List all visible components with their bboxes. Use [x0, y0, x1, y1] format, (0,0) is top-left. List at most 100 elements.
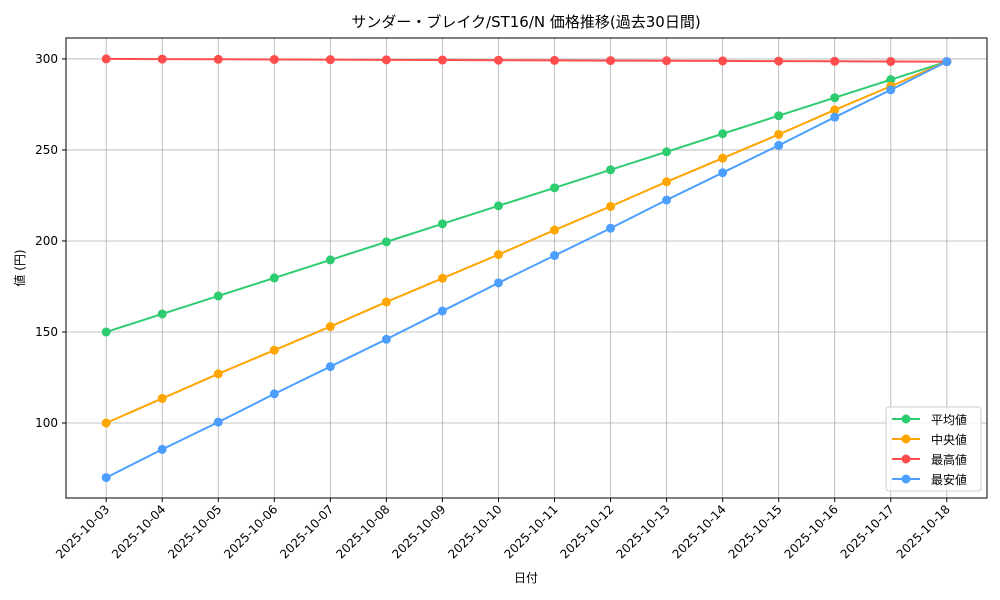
- data-point: [213, 291, 223, 301]
- data-point: [213, 417, 223, 427]
- data-point: [550, 251, 560, 261]
- data-point: [493, 278, 503, 288]
- data-point: [493, 55, 503, 65]
- legend-label: 中央値: [931, 432, 967, 447]
- x-tick-label: 2025-10-18: [894, 502, 953, 561]
- x-tick-label: 2025-10-11: [501, 502, 560, 561]
- legend-label: 平均値: [931, 412, 967, 427]
- x-tick-label: 2025-10-07: [277, 502, 336, 561]
- data-point: [830, 93, 840, 103]
- data-point: [101, 418, 111, 428]
- data-point: [550, 183, 560, 193]
- data-point: [381, 334, 391, 344]
- x-tick-label: 2025-10-05: [165, 502, 224, 561]
- data-point: [718, 129, 728, 139]
- y-tick-label: 200: [35, 234, 58, 248]
- data-point: [325, 322, 335, 332]
- legend-swatch-marker: [901, 414, 911, 424]
- data-point: [269, 54, 279, 64]
- legend-swatch-marker: [901, 454, 911, 464]
- data-point: [381, 297, 391, 307]
- data-point: [830, 56, 840, 66]
- x-axis-label: 日付: [514, 571, 538, 585]
- chart-title: サンダー・ブレイク/ST16/N 価格推移(過去30日間): [351, 13, 700, 31]
- data-point: [550, 225, 560, 235]
- y-tick-label: 250: [35, 143, 58, 157]
- data-point: [213, 369, 223, 379]
- data-point: [606, 201, 616, 211]
- series-line: [106, 57, 947, 63]
- data-point: [830, 105, 840, 115]
- legend-label: 最高値: [931, 452, 967, 467]
- data-point: [325, 362, 335, 372]
- legend-label: 最安値: [931, 472, 967, 487]
- data-point: [101, 327, 111, 337]
- x-tick-label: 2025-10-12: [557, 502, 616, 561]
- series-line: [105, 60, 948, 479]
- data-point: [718, 153, 728, 163]
- data-point: [774, 129, 784, 139]
- data-point: [101, 473, 111, 483]
- data-point: [437, 306, 447, 316]
- data-point: [606, 223, 616, 233]
- series-line: [105, 60, 948, 424]
- legend-swatch-marker: [901, 434, 911, 444]
- data-point: [662, 195, 672, 205]
- data-point: [662, 147, 672, 157]
- x-tick-label: 2025-10-06: [221, 502, 280, 561]
- data-point: [157, 309, 167, 319]
- data-point: [662, 177, 672, 187]
- x-tick-label: 2025-10-04: [109, 502, 168, 561]
- data-point: [437, 219, 447, 229]
- x-tick-label: 2025-10-13: [614, 502, 673, 561]
- data-point: [886, 75, 896, 85]
- data-point: [718, 168, 728, 178]
- data-point: [325, 55, 335, 65]
- data-point: [269, 345, 279, 355]
- plot-frame: [65, 37, 988, 499]
- x-tick-label: 2025-10-14: [670, 502, 729, 561]
- x-tick-label: 2025-10-09: [389, 502, 448, 561]
- data-point: [269, 389, 279, 399]
- data-point: [830, 112, 840, 122]
- series-line: [105, 60, 948, 333]
- y-tick-label: 150: [35, 325, 58, 339]
- data-point: [157, 393, 167, 403]
- y-tick-label: 100: [35, 416, 58, 430]
- data-point: [774, 56, 784, 66]
- data-point: [942, 57, 952, 67]
- data-point: [886, 56, 896, 66]
- legend-box: [885, 406, 982, 492]
- data-point: [493, 201, 503, 211]
- y-tick-label: 300: [35, 52, 58, 66]
- data-point: [550, 55, 560, 65]
- data-point: [886, 85, 896, 95]
- x-tick-label: 2025-10-16: [782, 502, 841, 561]
- x-tick-label: 2025-10-10: [445, 502, 504, 561]
- x-tick-label: 2025-10-15: [726, 502, 785, 561]
- data-point: [437, 273, 447, 283]
- data-point: [157, 444, 167, 454]
- data-point: [213, 54, 223, 64]
- data-point: [437, 55, 447, 65]
- data-point: [381, 55, 391, 65]
- data-point: [606, 56, 616, 66]
- data-point: [774, 140, 784, 150]
- data-point: [493, 250, 503, 260]
- data-point: [269, 273, 279, 283]
- x-tick-label: 2025-10-03: [53, 502, 112, 561]
- data-point: [101, 54, 111, 64]
- data-point: [325, 255, 335, 265]
- data-point: [774, 111, 784, 121]
- data-point: [381, 237, 391, 247]
- y-axis-label: 値 (円): [12, 249, 27, 286]
- x-tick-label: 2025-10-08: [333, 502, 392, 561]
- legend-swatch-marker: [901, 474, 911, 484]
- data-point: [157, 54, 167, 64]
- data-point: [606, 165, 616, 175]
- data-point: [662, 56, 672, 66]
- data-point: [718, 56, 728, 66]
- x-tick-label: 2025-10-17: [838, 502, 897, 561]
